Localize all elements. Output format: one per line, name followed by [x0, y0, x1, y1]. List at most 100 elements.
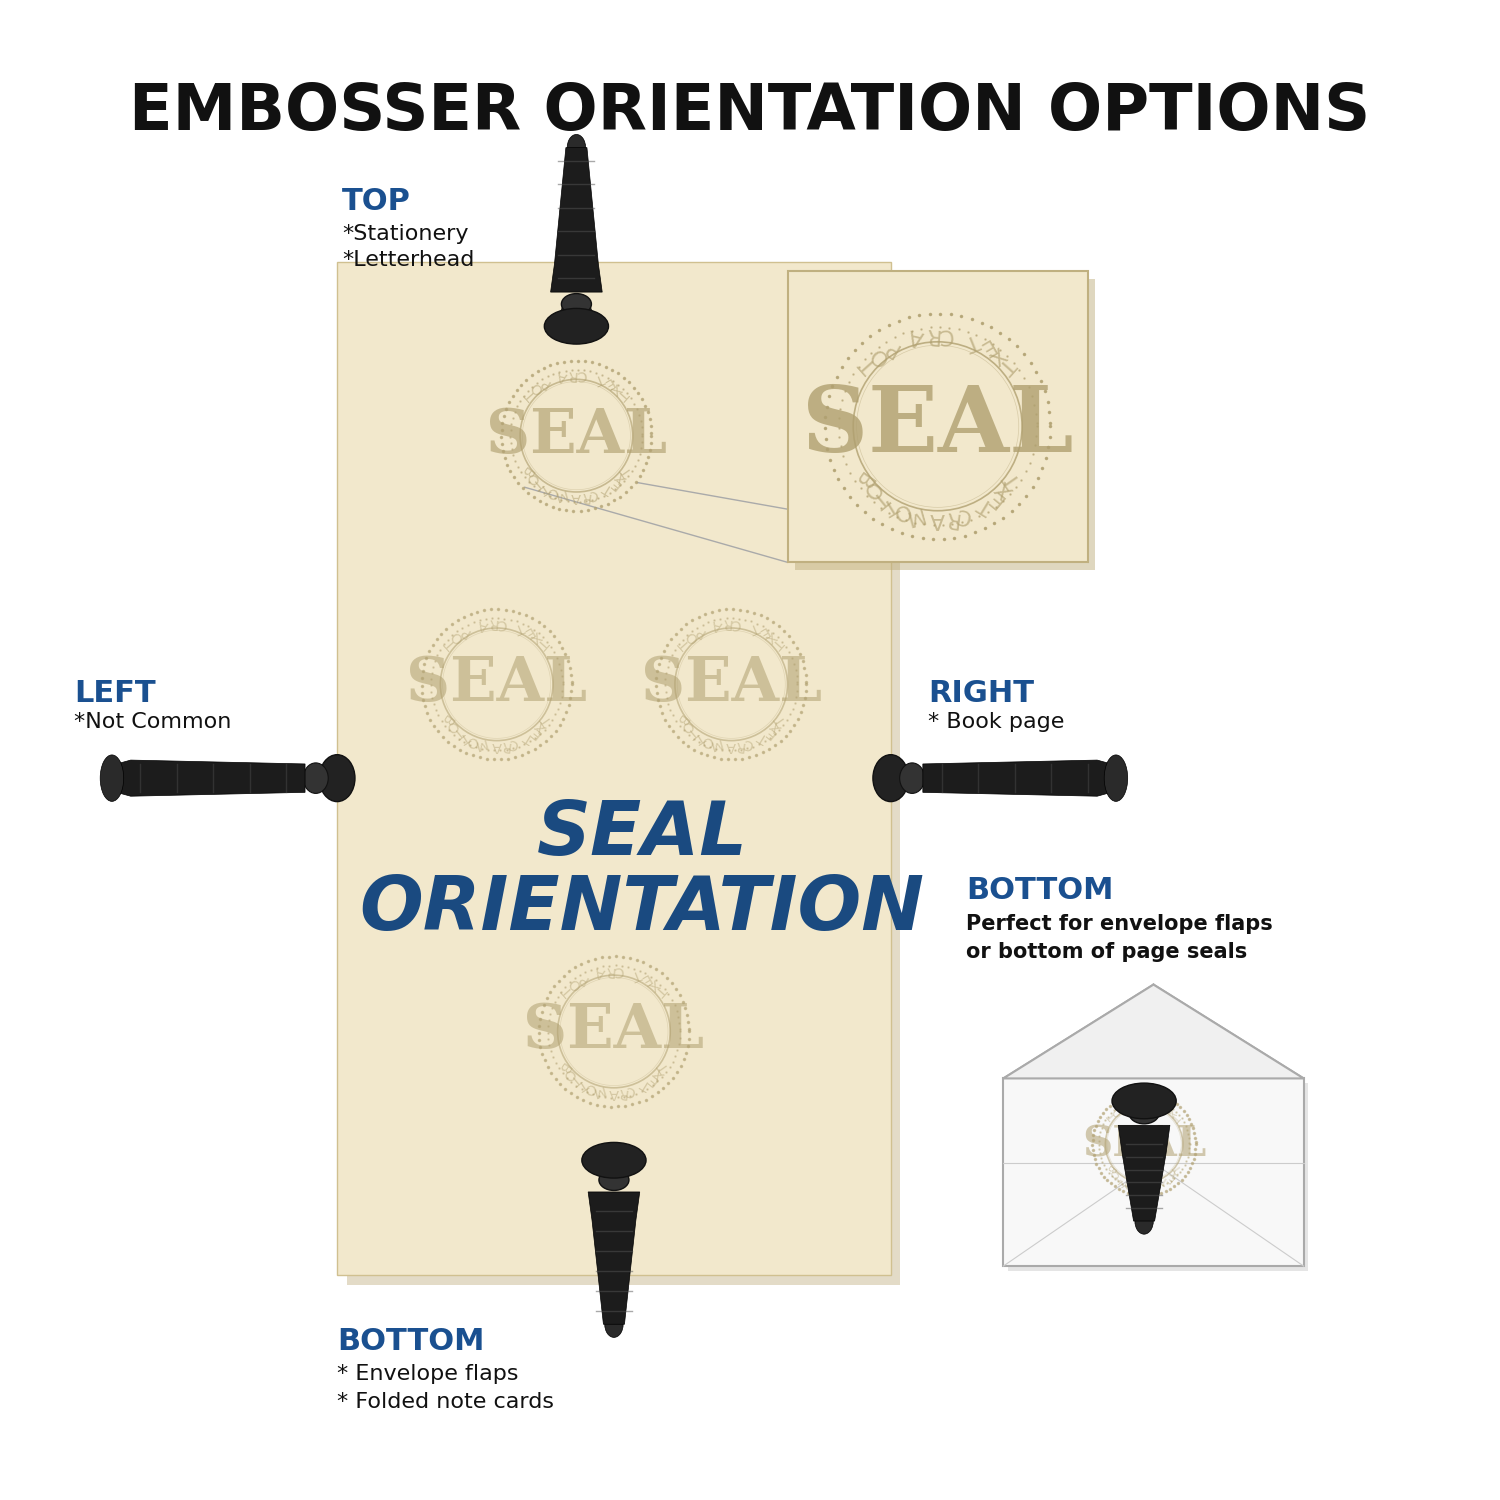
Text: A: A	[477, 616, 489, 633]
Text: A: A	[726, 740, 736, 753]
Polygon shape	[788, 272, 1088, 562]
Text: T: T	[537, 480, 552, 496]
Text: T: T	[756, 729, 771, 746]
Text: SEAL: SEAL	[1082, 1124, 1206, 1166]
Ellipse shape	[320, 754, 356, 801]
Text: O: O	[1122, 1178, 1132, 1190]
Text: A: A	[1140, 1182, 1148, 1191]
Text: E: E	[974, 334, 996, 358]
Text: X: X	[651, 1065, 668, 1082]
Text: E: E	[984, 486, 1008, 510]
FancyBboxPatch shape	[1004, 1078, 1304, 1266]
Text: T: T	[1112, 1172, 1124, 1182]
Text: B: B	[518, 464, 534, 478]
Text: T: T	[651, 982, 668, 999]
Text: * Book page: * Book page	[928, 712, 1065, 732]
Text: T: T	[450, 723, 465, 740]
Text: R: R	[922, 324, 939, 345]
Text: P: P	[1118, 1102, 1128, 1113]
Text: SEAL: SEAL	[486, 405, 668, 465]
Text: X: X	[768, 718, 784, 735]
Text: T: T	[962, 328, 982, 352]
Text: R: R	[567, 368, 578, 381]
Text: T: T	[1107, 1110, 1119, 1122]
Ellipse shape	[561, 294, 591, 315]
Text: O: O	[522, 468, 540, 486]
FancyBboxPatch shape	[1008, 1083, 1308, 1270]
Text: R: R	[616, 1084, 628, 1100]
Text: C: C	[936, 324, 952, 345]
Ellipse shape	[1104, 754, 1128, 801]
Text: RIGHT: RIGHT	[928, 680, 1035, 708]
Text: T: T	[1170, 1110, 1182, 1122]
Text: O: O	[676, 717, 694, 735]
Text: * Envelope flaps: * Envelope flaps	[338, 1364, 519, 1384]
Text: O: O	[464, 732, 480, 750]
Ellipse shape	[1130, 1102, 1160, 1124]
Text: T: T	[592, 370, 606, 387]
Text: O: O	[1107, 1167, 1119, 1179]
Text: E: E	[762, 723, 778, 740]
Text: O: O	[856, 476, 883, 502]
Text: EMBOSSER ORIENTATION OPTIONS: EMBOSSER ORIENTATION OPTIONS	[129, 81, 1371, 142]
Text: T: T	[522, 387, 538, 402]
Text: X: X	[534, 718, 550, 735]
Text: C: C	[576, 368, 586, 381]
Text: T: T	[458, 729, 472, 746]
Text: LEFT: LEFT	[75, 680, 156, 708]
Text: P: P	[538, 375, 552, 392]
Text: O: O	[560, 1065, 578, 1082]
Text: P: P	[576, 970, 590, 987]
Ellipse shape	[303, 764, 328, 794]
Text: T: T	[994, 352, 1018, 376]
Text: T: T	[630, 966, 644, 982]
Text: C: C	[586, 488, 600, 502]
Text: M: M	[472, 735, 488, 752]
Text: T: T	[975, 494, 996, 517]
Text: SEAL: SEAL	[406, 654, 586, 714]
Text: P: P	[880, 334, 902, 358]
Ellipse shape	[598, 1170, 628, 1191]
Text: X: X	[1168, 1167, 1180, 1179]
Text: T: T	[1161, 1174, 1172, 1186]
Text: T: T	[879, 494, 900, 517]
Text: BOTTOM: BOTTOM	[338, 1326, 484, 1356]
Text: T: T	[530, 476, 546, 492]
Text: A: A	[556, 368, 568, 384]
Text: E: E	[1161, 1102, 1172, 1113]
Text: T: T	[1118, 1174, 1126, 1186]
Text: X: X	[608, 380, 624, 396]
Text: O: O	[699, 732, 714, 750]
Text: C: C	[496, 615, 507, 630]
Text: T: T	[538, 712, 555, 728]
Text: T: T	[1002, 468, 1026, 490]
Text: O: O	[1112, 1106, 1124, 1118]
Ellipse shape	[604, 1311, 622, 1338]
Text: A: A	[1130, 1096, 1138, 1108]
Text: T: T	[574, 1076, 590, 1092]
Text: *Letterhead: *Letterhead	[342, 251, 474, 270]
Text: B: B	[555, 1059, 572, 1076]
Text: T: T	[747, 620, 760, 636]
Text: T: T	[442, 634, 459, 651]
Text: T: T	[774, 712, 790, 728]
Text: M: M	[590, 1083, 604, 1100]
Text: or bottom of page seals: or bottom of page seals	[966, 942, 1246, 962]
Text: T: T	[692, 729, 706, 746]
Ellipse shape	[873, 754, 909, 801]
Text: R: R	[486, 615, 498, 630]
Text: M: M	[706, 735, 723, 752]
Text: A: A	[594, 963, 606, 980]
Text: C: C	[1150, 1179, 1160, 1191]
Text: B: B	[438, 711, 454, 728]
Text: E: E	[754, 622, 770, 639]
Ellipse shape	[900, 764, 924, 794]
Text: SEAL: SEAL	[640, 654, 822, 714]
Text: E: E	[608, 476, 624, 492]
Text: O: O	[684, 627, 700, 645]
Text: B: B	[1104, 1162, 1116, 1174]
Text: E: E	[600, 375, 615, 392]
Text: T: T	[678, 634, 693, 651]
Text: R: R	[1146, 1180, 1154, 1191]
Text: P: P	[693, 622, 706, 639]
